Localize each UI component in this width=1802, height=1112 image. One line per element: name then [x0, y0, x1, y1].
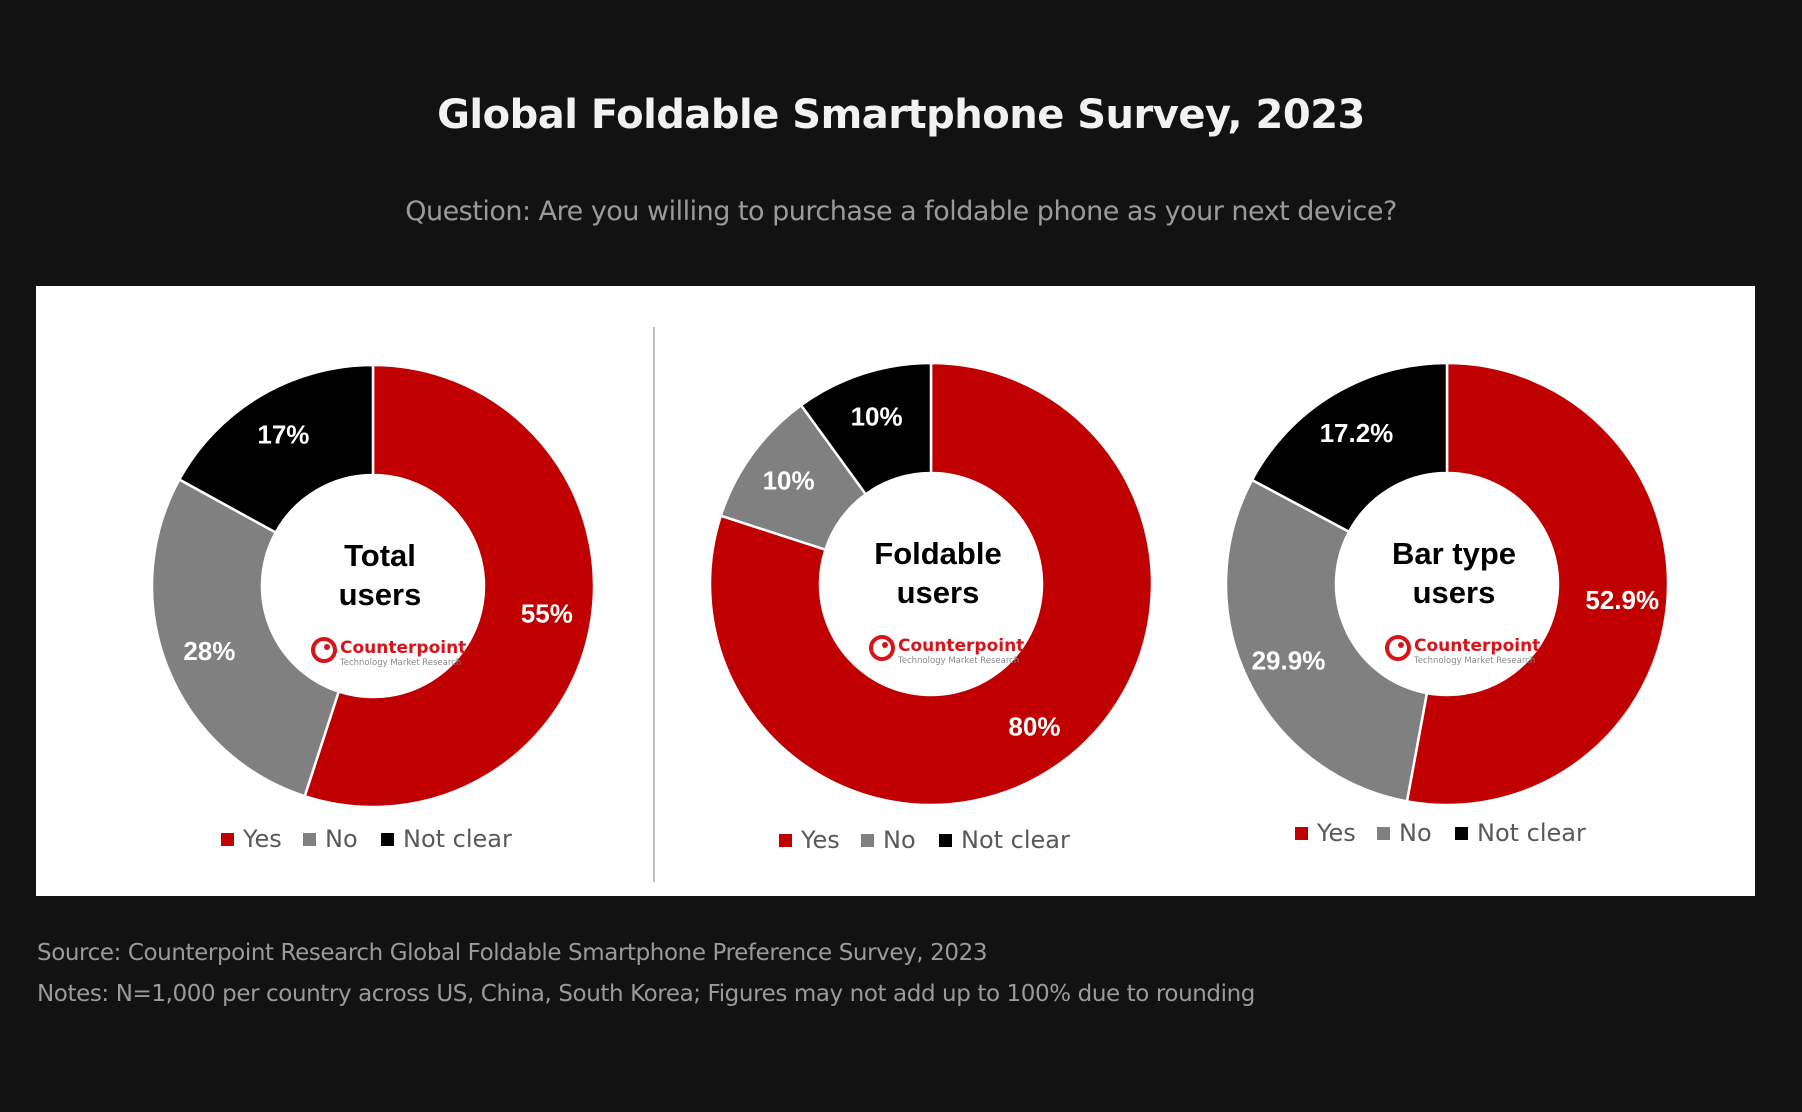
logo-dot	[882, 642, 888, 648]
logo-tagline: Technology Market Research	[339, 658, 461, 668]
logo-name: Counterpoint	[340, 638, 466, 658]
slice-not-clear	[799, 361, 933, 496]
legend-label: Not clear	[1477, 819, 1586, 847]
legend-label: No	[1399, 819, 1432, 847]
logo-dot	[1398, 642, 1404, 648]
logo-tagline: Technology Market Research	[1413, 656, 1535, 666]
data-label: 52.9%	[1585, 585, 1659, 615]
slice-yes	[1405, 361, 1670, 807]
legend-label: Not clear	[403, 825, 512, 853]
legend-swatch-no	[303, 833, 316, 846]
chart-subtitle: Question: Are you willing to purchase a …	[405, 196, 1397, 227]
data-label: 10%	[851, 402, 903, 432]
data-label: 29.9%	[1252, 645, 1326, 675]
data-label: 55%	[521, 599, 573, 629]
legend-label: Not clear	[961, 826, 1070, 854]
center-label: users	[1413, 575, 1496, 610]
data-label: 80%	[1008, 711, 1060, 741]
donut-chart-0: 55% 28% 17% Total users CounterpointTechnolog…	[150, 363, 596, 853]
data-label: 28%	[183, 636, 235, 666]
center-label: Bar type	[1392, 536, 1516, 571]
legend-swatch-not-clear	[381, 833, 394, 846]
legend-swatch-no	[1377, 827, 1390, 840]
donut-charts: 55%28%17%TotalusersCounterpointTechnolog…	[150, 361, 1670, 854]
data-label: 17%	[257, 420, 309, 450]
legend-label: Yes	[242, 825, 282, 853]
slice-no	[150, 477, 341, 798]
donut-chart-2: 52.9% 29.9% 17.2% Bar type users Counterpoint…	[1224, 361, 1670, 847]
legend-label: No	[883, 826, 916, 854]
slice-yes	[303, 363, 596, 809]
logo-name: Counterpoint	[1414, 636, 1540, 656]
legend-swatch-not-clear	[1455, 827, 1468, 840]
logo-tagline: Technology Market Research	[897, 656, 1019, 666]
legend-swatch-not-clear	[939, 834, 952, 847]
donut-chart-1: 80% 10% 10% Foldable users CounterpointTechno…	[708, 361, 1154, 854]
logo-mark-icon	[1385, 635, 1411, 661]
logo-mark-icon	[869, 635, 895, 661]
source-note: Source: Counterpoint Research Global Fol…	[37, 940, 988, 966]
logo-name: Counterpoint	[898, 636, 1024, 656]
legend-swatch-yes	[779, 834, 792, 847]
slice-not-clear	[177, 363, 375, 535]
data-label: 17.2%	[1320, 418, 1394, 448]
logo-dot	[324, 644, 330, 650]
data-label: 10%	[763, 466, 815, 496]
legend-swatch-no	[861, 834, 874, 847]
legend-swatch-yes	[1295, 827, 1308, 840]
center-label: users	[339, 577, 422, 612]
slice-yes	[708, 361, 1154, 807]
center-label: users	[897, 575, 980, 610]
notes-text: Notes: N=1,000 per country across US, Ch…	[37, 981, 1255, 1007]
logo-mark-icon	[311, 637, 337, 663]
chart-panel: 55% 28% 17% Total users Counterpoint Technolog…	[36, 286, 1755, 896]
slice-no	[1224, 478, 1429, 803]
legend-label: Yes	[800, 826, 840, 854]
chart-title: Global Foldable Smartphone Survey, 2023	[437, 92, 1365, 138]
legend-label: No	[325, 825, 358, 853]
slice-not-clear	[1250, 361, 1449, 534]
center-label: Foldable	[874, 536, 1001, 571]
panel-divider	[653, 327, 655, 882]
center-label: Total	[344, 538, 416, 573]
legend-swatch-yes	[221, 833, 234, 846]
legend-label: Yes	[1316, 819, 1356, 847]
